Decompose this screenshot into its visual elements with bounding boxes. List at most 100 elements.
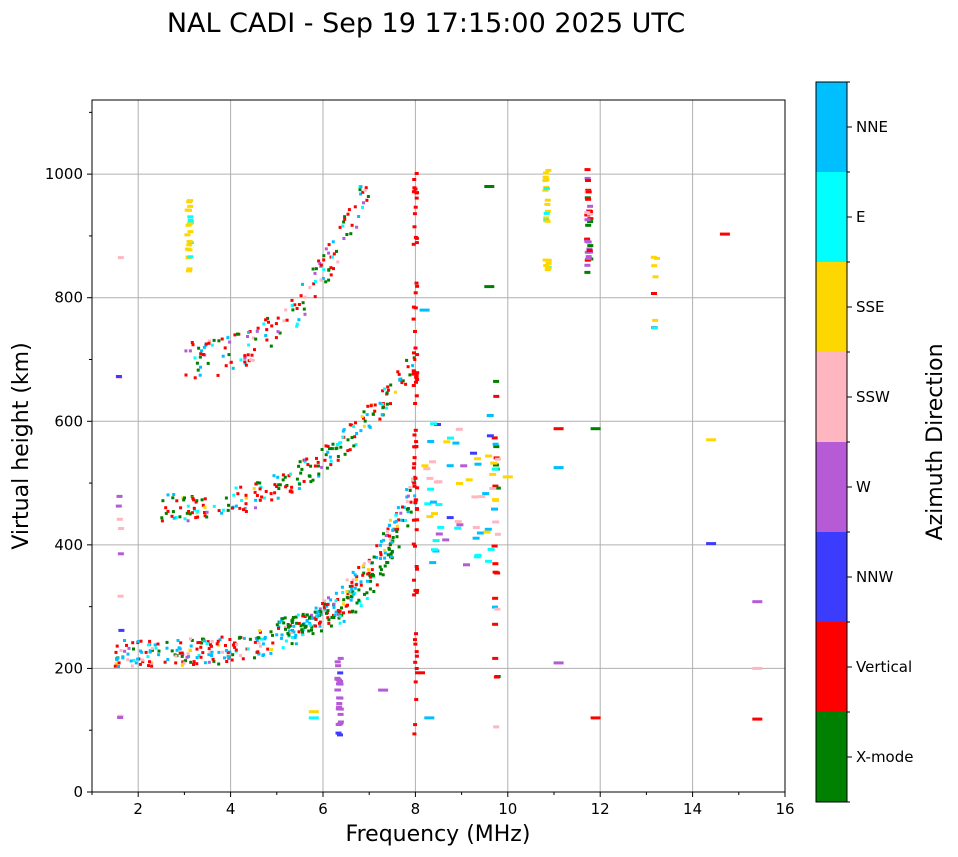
data-point xyxy=(185,511,189,515)
data-point xyxy=(406,507,410,510)
data-point xyxy=(346,603,349,607)
data-point xyxy=(381,389,385,393)
data-point xyxy=(179,506,183,510)
data-point xyxy=(395,524,399,528)
data-point xyxy=(391,536,395,539)
data-point xyxy=(244,496,248,500)
data-point xyxy=(339,441,343,445)
data-point xyxy=(381,406,385,410)
data-point xyxy=(187,215,194,219)
data-point xyxy=(406,510,410,514)
data-point xyxy=(277,626,280,630)
data-point xyxy=(246,647,250,651)
data-point xyxy=(305,457,309,461)
data-point xyxy=(291,616,295,619)
data-point xyxy=(413,660,418,664)
data-point xyxy=(281,646,285,650)
data-point xyxy=(484,285,495,289)
data-point xyxy=(381,402,385,406)
data-point xyxy=(260,637,264,641)
data-point xyxy=(132,647,135,651)
data-point xyxy=(350,436,354,440)
data-point xyxy=(307,629,311,633)
data-point xyxy=(359,583,363,587)
data-point xyxy=(255,638,259,642)
data-point xyxy=(415,671,425,675)
data-point xyxy=(386,561,390,565)
data-point xyxy=(368,560,371,564)
data-point xyxy=(412,462,417,466)
data-point xyxy=(203,661,207,665)
data-point xyxy=(311,267,315,271)
data-point xyxy=(474,553,482,557)
data-point xyxy=(357,215,361,218)
data-point xyxy=(231,366,235,370)
data-point xyxy=(336,612,340,616)
data-point xyxy=(297,318,301,322)
data-point xyxy=(340,585,344,589)
data-point xyxy=(121,656,125,660)
data-point xyxy=(335,664,342,668)
data-point xyxy=(154,646,158,650)
data-point xyxy=(231,653,235,657)
data-point xyxy=(182,661,186,665)
data-point xyxy=(146,643,150,647)
data-point xyxy=(299,624,303,628)
data-point xyxy=(652,318,659,322)
data-point xyxy=(385,391,389,395)
data-point xyxy=(321,277,325,280)
data-point xyxy=(203,511,206,514)
data-point xyxy=(372,555,376,559)
data-point xyxy=(261,642,265,646)
data-point xyxy=(391,528,395,532)
data-point xyxy=(454,520,462,524)
data-point xyxy=(186,519,190,523)
data-point xyxy=(369,575,373,579)
data-point xyxy=(413,476,418,480)
data-point xyxy=(492,463,499,467)
data-point xyxy=(295,307,299,310)
data-point xyxy=(336,696,343,700)
data-point xyxy=(316,460,320,464)
data-point xyxy=(348,584,352,588)
data-point xyxy=(184,233,191,237)
data-point xyxy=(413,205,418,209)
data-point xyxy=(651,292,657,295)
data-point xyxy=(353,573,357,577)
data-point xyxy=(585,257,592,260)
data-point xyxy=(335,731,342,735)
data-point xyxy=(293,303,297,307)
data-point xyxy=(343,452,347,456)
data-point xyxy=(204,342,208,346)
data-point xyxy=(325,603,329,606)
data-point xyxy=(151,648,154,652)
data-point xyxy=(329,624,333,628)
data-point xyxy=(411,477,414,481)
data-point xyxy=(397,545,401,549)
data-point xyxy=(193,376,197,380)
data-point xyxy=(370,561,374,565)
data-point xyxy=(270,648,274,652)
data-point xyxy=(471,495,479,499)
data-point xyxy=(192,663,195,666)
data-point xyxy=(180,651,184,655)
data-point xyxy=(361,564,365,568)
data-point xyxy=(327,621,331,625)
data-point xyxy=(369,404,373,408)
data-point xyxy=(299,294,303,298)
data-point xyxy=(324,610,327,614)
data-point xyxy=(300,628,304,632)
data-point xyxy=(434,423,441,426)
data-point xyxy=(117,256,124,260)
data-point xyxy=(494,457,501,461)
data-point xyxy=(334,660,341,664)
data-point xyxy=(123,639,126,642)
data-point xyxy=(200,498,204,502)
data-point xyxy=(165,640,169,644)
data-point xyxy=(319,263,323,267)
data-point xyxy=(248,637,252,641)
data-point xyxy=(332,267,335,271)
data-point xyxy=(252,487,256,490)
data-point xyxy=(317,472,321,476)
data-point xyxy=(413,501,418,505)
